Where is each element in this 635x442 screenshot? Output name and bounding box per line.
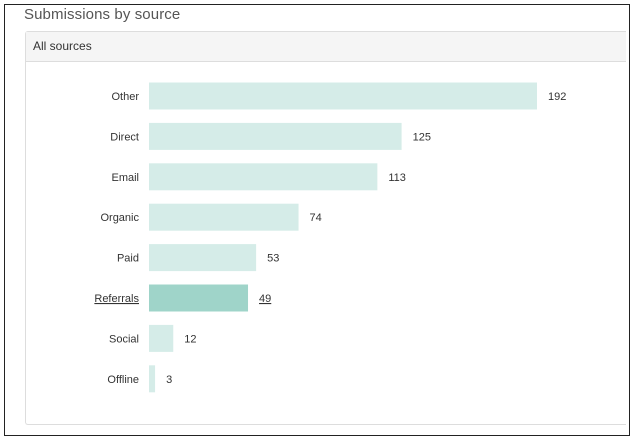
bar-label-direct: Direct: [110, 131, 139, 143]
page-title: Submissions by source: [24, 6, 181, 23]
bar-value-direct: 125: [413, 131, 431, 143]
bar-referrals[interactable]: [149, 284, 249, 312]
bar-label-referrals[interactable]: Referrals: [94, 293, 139, 305]
bar-value-social: 12: [184, 333, 196, 345]
panel-header: All sources: [26, 32, 626, 62]
bar-value-email: 113: [388, 172, 406, 184]
bar-label-other: Other: [111, 91, 139, 103]
bar-social[interactable]: [149, 324, 174, 352]
bar-direct[interactable]: [149, 122, 402, 150]
bar-organic[interactable]: [149, 203, 299, 231]
bar-label-offline: Offline: [107, 374, 139, 386]
bar-email[interactable]: [149, 163, 378, 191]
chart-panel: All sources: [25, 31, 626, 425]
bar-label-paid: Paid: [117, 253, 139, 265]
bar-offline[interactable]: [149, 365, 156, 393]
bar-value-organic: 74: [310, 212, 322, 224]
bar-label-email: Email: [111, 172, 139, 184]
bar-paid[interactable]: [149, 244, 257, 272]
bar-value-offline: 3: [166, 374, 172, 386]
bar-value-paid: 53: [267, 253, 279, 265]
bar-label-organic: Organic: [100, 212, 139, 224]
bar-other[interactable]: [149, 82, 537, 110]
bar-value-other: 192: [548, 91, 566, 103]
bar-label-social: Social: [109, 333, 139, 345]
bar-value-referrals: 49: [259, 293, 271, 305]
